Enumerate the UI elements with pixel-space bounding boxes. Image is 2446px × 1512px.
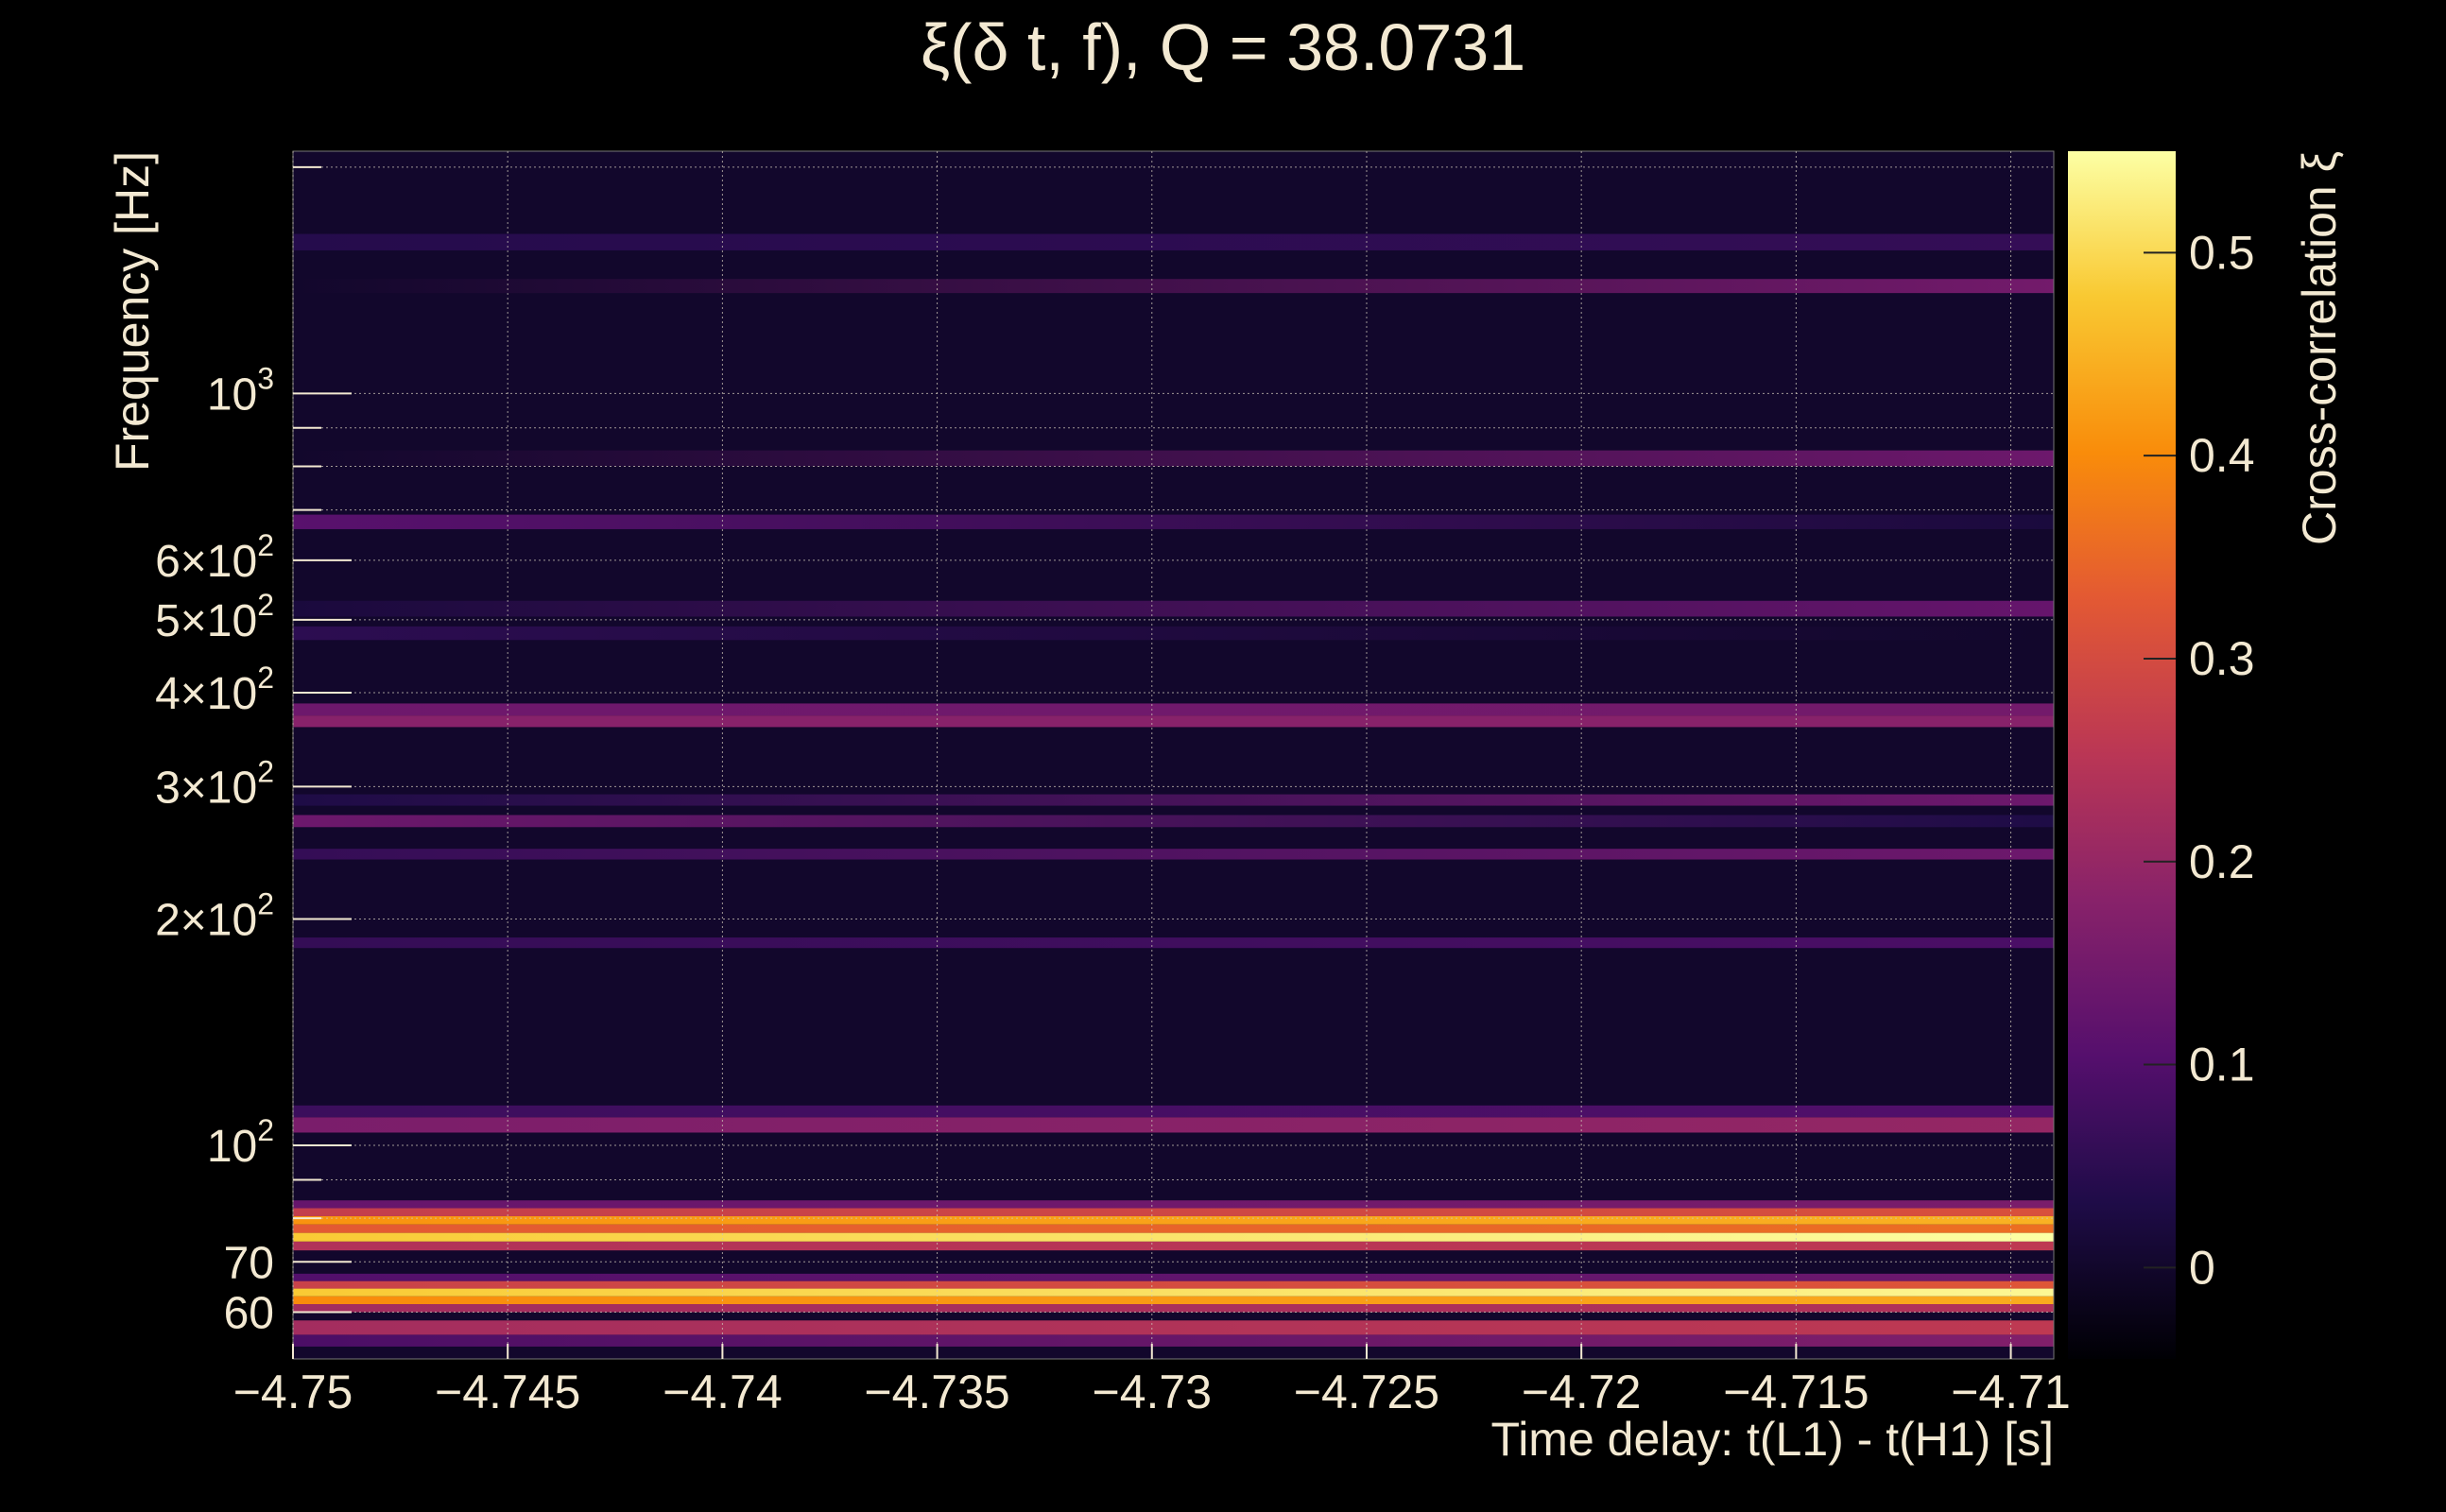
heatmap-band [293,849,2054,860]
x-tick-label: −4.715 [1723,1366,1869,1418]
heatmap-band [293,937,2054,949]
x-tick-label: −4.72 [1522,1366,1642,1418]
colorbar-label: Cross-correlation ξ [2293,151,2346,545]
heatmap-band [293,1232,2054,1242]
y-tick-label: 4×102 [155,661,274,719]
colorbar-tick-label: 0.3 [2189,632,2255,685]
colorbar-axis: 0 0.1 0.2 0.3 0.4 0.5 [2144,226,2255,1294]
grid [292,151,2054,1359]
heatmap-band [293,1280,2054,1289]
heatmap-band [293,600,2054,617]
y-tick-label: 6×102 [155,528,274,587]
heatmap-band [293,514,2054,529]
colorbar-tick-label: 0.5 [2189,226,2255,279]
heatmap-band [293,1288,2054,1297]
y-tick-label: 102 [207,1113,274,1172]
heatmap-band [293,1273,2054,1281]
heatmap-band [293,1334,2054,1347]
colorbar-tick-label: 0.2 [2189,835,2255,888]
x-tick-label: −4.75 [233,1366,353,1418]
colorbar-tick-label: 0.4 [2189,429,2255,482]
x-tick-label: −4.725 [1294,1366,1439,1418]
y-axis-label: Frequency [Hz] [106,151,159,472]
heatmap-band [293,1215,2054,1225]
x-axis: −4.75 −4.745 −4.74 −4.735 −4.73 −4.725 −4.72 −4… [233,1344,2071,1418]
x-tick-label: −4.745 [435,1366,580,1418]
y-tick-label: 2×102 [155,887,274,946]
heatmap-band [293,626,2054,641]
y-tick-label: 60 [224,1289,274,1339]
x-tick-label: −4.735 [864,1366,1009,1418]
heatmap-band [293,1304,2054,1313]
heatmap-band [293,1296,2054,1305]
colorbar-tick-label: 0 [2189,1241,2215,1294]
heatmap-band [293,450,2054,467]
heatmap-background [293,151,2054,1359]
y-tick-label: 103 [207,361,274,420]
x-tick-label: −4.73 [1093,1366,1213,1418]
heatmap-band [293,703,2054,716]
x-tick-label: −4.74 [663,1366,783,1418]
x-tick-label: −4.71 [1951,1366,2071,1418]
y-tick-label: 70 [224,1238,274,1288]
heatmap [292,150,2055,1360]
y-tick-label: 3×102 [155,754,274,813]
heatmap-band [293,1208,2054,1216]
chart-title: ξ(δ t, f), Q = 38.0731 [921,10,1525,84]
heatmap-band [293,1224,2054,1233]
heatmap-band [293,715,2054,728]
heatmap-band [293,233,2054,250]
heatmap-band [293,794,2054,806]
heatmap-band [293,1117,2054,1133]
colorbar [2068,151,2176,1359]
colorbar-tick-label: 0.1 [2189,1039,2255,1091]
heatmap-band [293,1105,2054,1118]
heatmap-band [293,1200,2054,1209]
y-tick-label: 5×102 [155,588,274,646]
x-axis-label: Time delay: t(L1) - t(H1) [s] [1491,1413,2054,1466]
heatmap-band [293,1241,2054,1251]
heatmap-band [293,815,2054,828]
plot-frame [292,150,2055,1360]
heatmap-band [293,279,2054,294]
heatmap-band [293,1320,2054,1335]
